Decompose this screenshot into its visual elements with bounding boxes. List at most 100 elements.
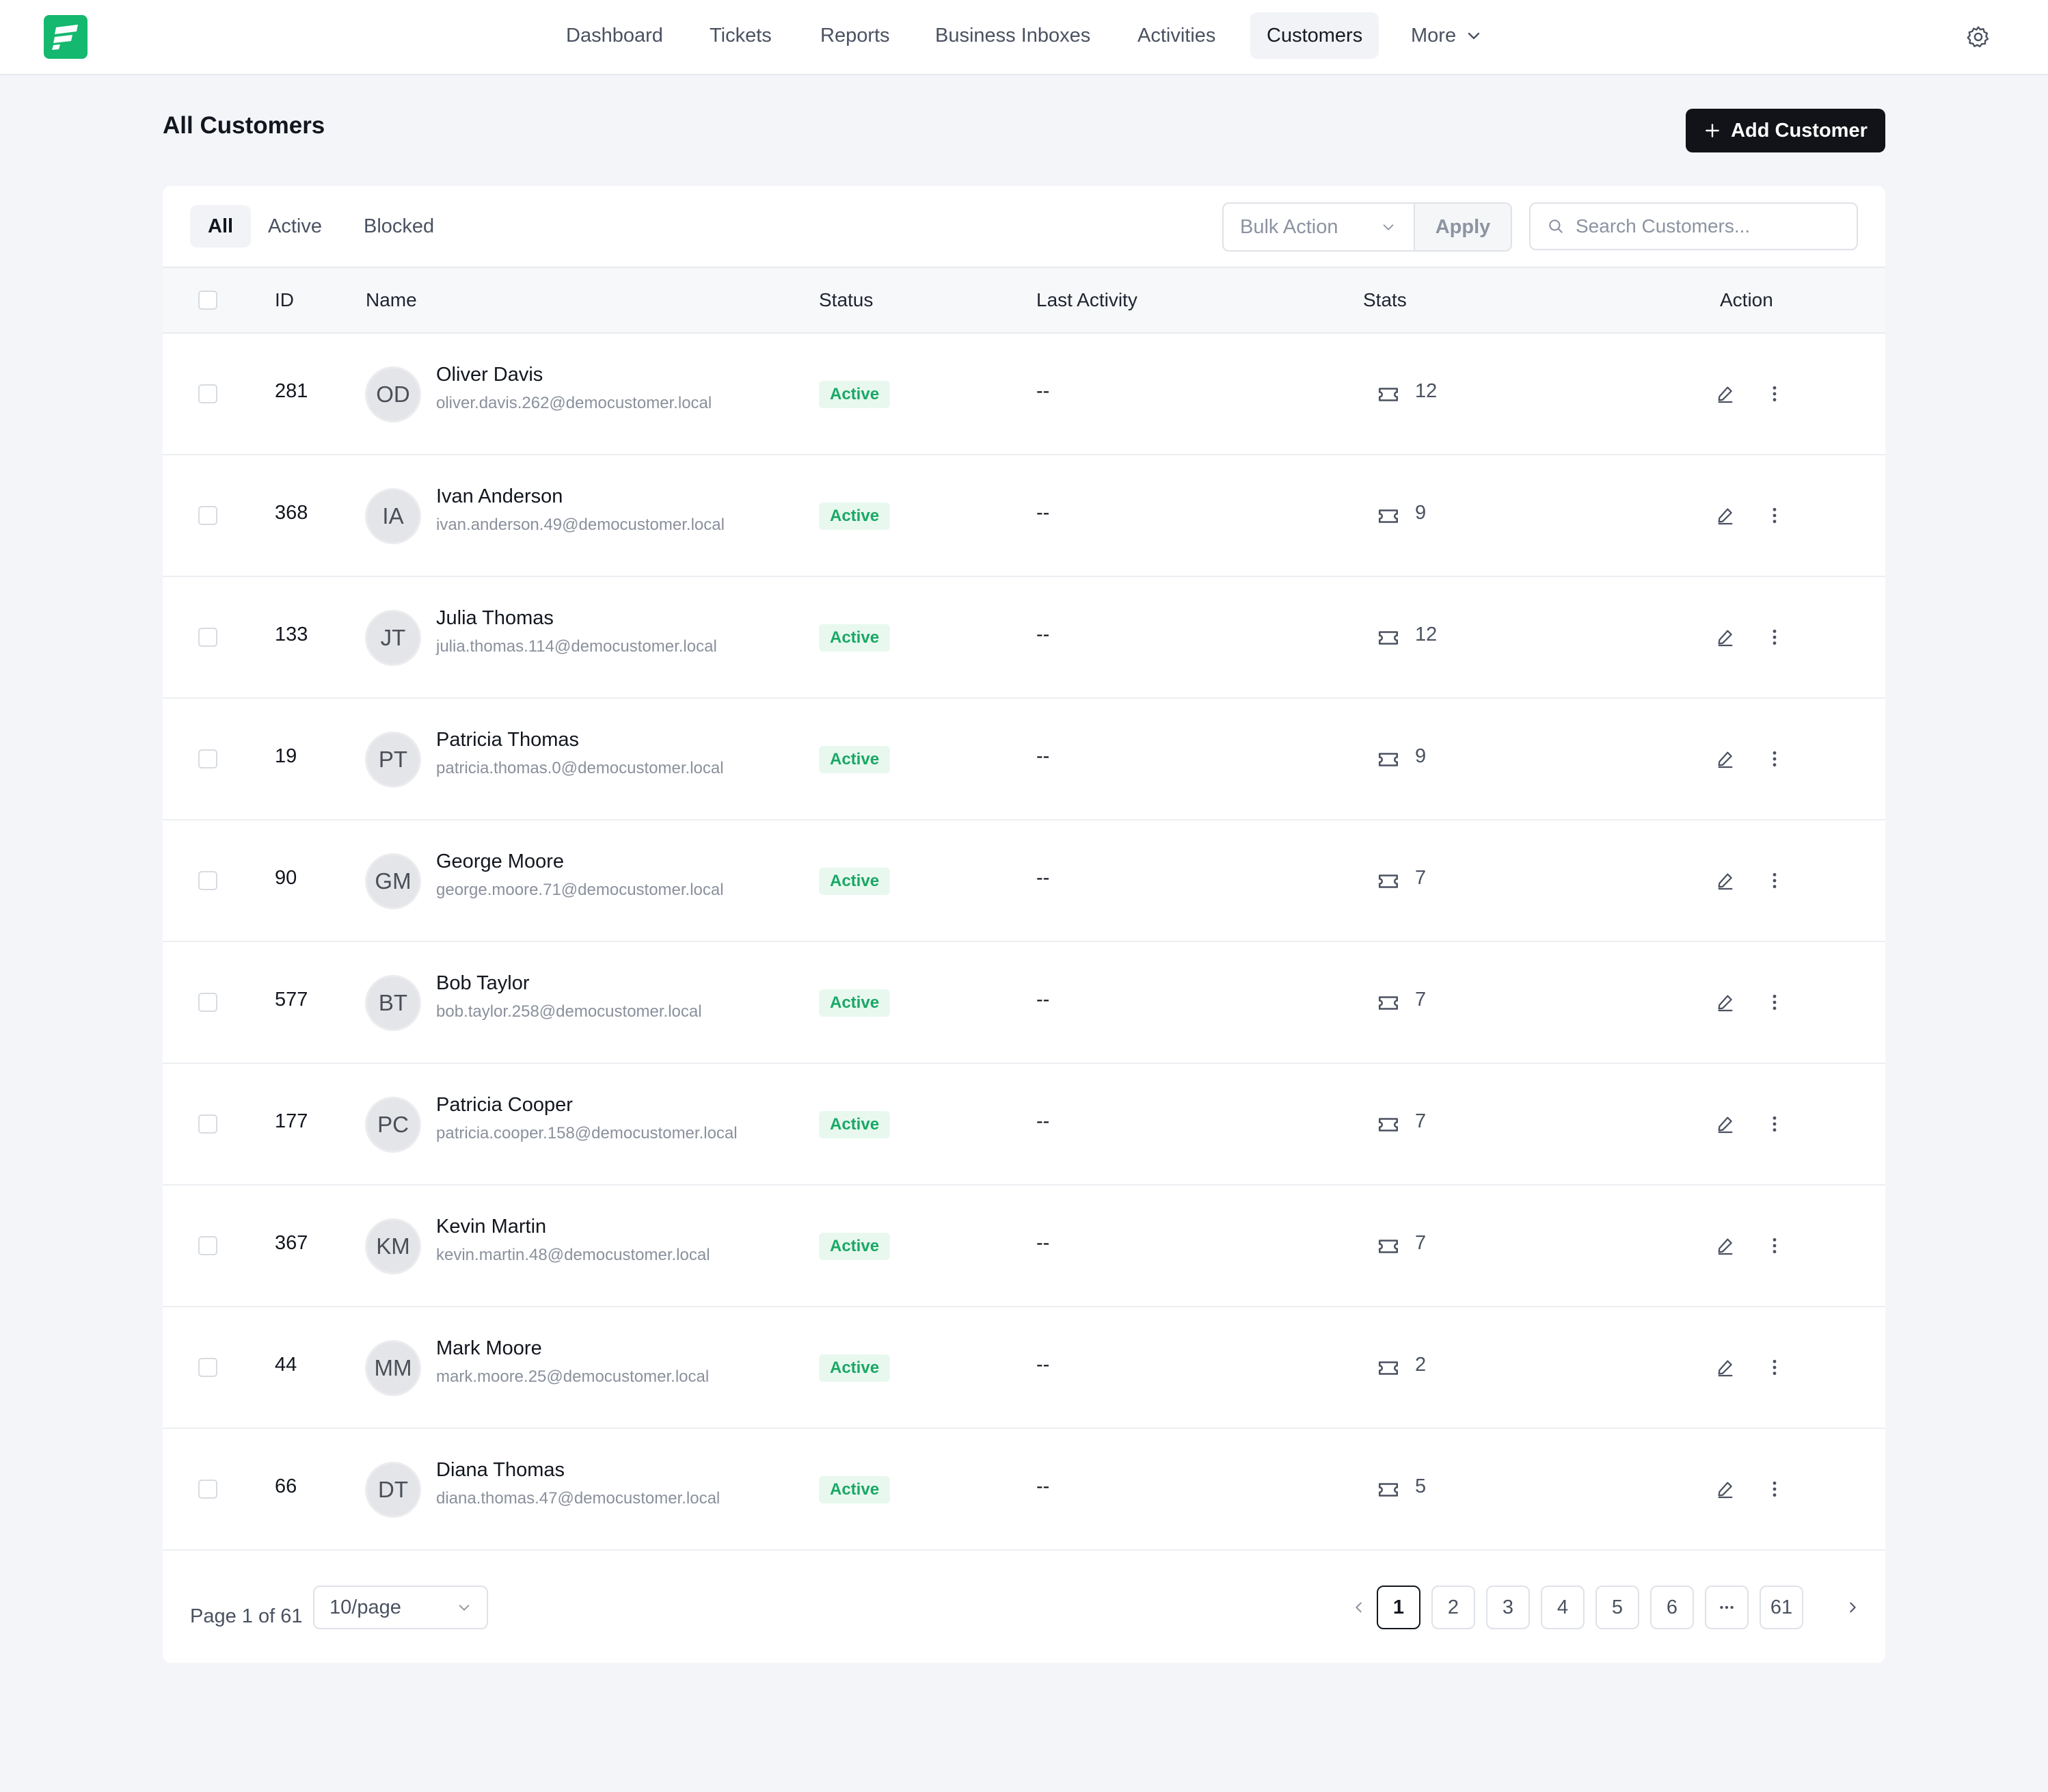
more-options-icon[interactable]	[1764, 1478, 1786, 1500]
customer-name[interactable]: Mark Moore	[436, 1337, 542, 1359]
nav-activities[interactable]: Activities	[1137, 25, 1216, 46]
page-button[interactable]: 4	[1541, 1586, 1585, 1629]
nav-reports[interactable]: Reports	[820, 25, 890, 46]
nav-dashboard[interactable]: Dashboard	[566, 25, 663, 46]
table-row[interactable]: 44 MM Mark Moore mark.moore.25@democustomer…	[163, 1307, 1885, 1429]
last-activity: --	[1036, 1232, 1050, 1254]
customer-id: 281	[275, 380, 308, 402]
edit-icon[interactable]	[1714, 870, 1736, 892]
row-checkbox[interactable]	[198, 871, 217, 890]
row-checkbox[interactable]	[198, 1114, 217, 1134]
row-checkbox[interactable]	[198, 384, 217, 403]
customer-id: 66	[275, 1475, 297, 1497]
row-checkbox[interactable]	[198, 1236, 217, 1255]
nav-customers[interactable]: Customers	[1250, 12, 1379, 59]
status-badge: Active	[819, 624, 891, 652]
more-options-icon[interactable]	[1764, 383, 1786, 405]
table-row[interactable]: 66 DT Diana Thomas diana.thomas.47@democust…	[163, 1429, 1885, 1551]
bulk-action-select[interactable]: Bulk Action	[1224, 204, 1415, 250]
customer-name[interactable]: Oliver Davis	[436, 364, 543, 386]
edit-icon[interactable]	[1714, 991, 1736, 1013]
customer-email: patricia.thomas.0@democustomer.local	[436, 759, 724, 777]
more-options-icon[interactable]	[1764, 991, 1786, 1013]
avatar: PT	[365, 732, 421, 788]
customer-name[interactable]: George Moore	[436, 851, 564, 872]
customer-name[interactable]: Patricia Thomas	[436, 729, 579, 751]
nav-business-inboxes[interactable]: Business Inboxes	[935, 25, 1091, 46]
edit-icon[interactable]	[1714, 383, 1736, 405]
table-row[interactable]: 577 BT Bob Taylor bob.taylor.258@democustom…	[163, 942, 1885, 1064]
customer-name[interactable]: Julia Thomas	[436, 607, 554, 629]
page-button[interactable]: 6	[1650, 1586, 1694, 1629]
page-button[interactable]: 1	[1377, 1586, 1420, 1629]
row-checkbox[interactable]	[198, 1358, 217, 1377]
filter-tab-all[interactable]: All	[190, 205, 252, 248]
page-button[interactable]: 3	[1486, 1586, 1530, 1629]
per-page-select[interactable]: 10/page	[313, 1586, 488, 1629]
customer-id: 577	[275, 989, 308, 1011]
status-badge: Active	[819, 1111, 891, 1138]
column-header-stats[interactable]: Stats	[1363, 289, 1407, 310]
customer-name[interactable]: Ivan Anderson	[436, 485, 563, 507]
table-row[interactable]: 281 OD Oliver Davis oliver.davis.262@democu…	[163, 334, 1885, 455]
more-options-icon[interactable]	[1764, 748, 1786, 770]
ticket-count: 5	[1415, 1475, 1427, 1497]
avatar: KM	[365, 1218, 421, 1274]
column-header-name[interactable]: Name	[366, 289, 417, 310]
pagination-ellipsis[interactable]	[1705, 1586, 1749, 1629]
select-all-checkbox[interactable]	[198, 291, 217, 310]
edit-icon[interactable]	[1714, 1356, 1736, 1378]
previous-page-button[interactable]	[1343, 1586, 1375, 1629]
next-page-button[interactable]	[1836, 1586, 1869, 1629]
row-checkbox[interactable]	[198, 628, 217, 647]
main-nav: Dashboard Tickets Reports Business Inbox…	[0, 12, 2048, 59]
search-input[interactable]	[1576, 215, 1849, 237]
chevron-left-icon	[1351, 1600, 1366, 1615]
edit-icon[interactable]	[1714, 1478, 1736, 1500]
nav-tickets[interactable]: Tickets	[710, 25, 772, 46]
row-checkbox[interactable]	[198, 506, 217, 525]
table-row[interactable]: 177 PC Patricia Cooper patricia.cooper.158@…	[163, 1064, 1885, 1186]
edit-icon[interactable]	[1714, 505, 1736, 526]
nav-more-menu[interactable]: More	[1394, 12, 1498, 59]
last-activity: --	[1036, 380, 1050, 402]
more-options-icon[interactable]	[1764, 1235, 1786, 1257]
column-header-status[interactable]: Status	[819, 289, 874, 310]
apply-button[interactable]: Apply	[1415, 204, 1511, 250]
column-header-id[interactable]: ID	[275, 289, 294, 310]
gear-icon[interactable]	[1966, 25, 1991, 49]
more-options-icon[interactable]	[1764, 870, 1786, 892]
more-options-icon[interactable]	[1764, 505, 1786, 526]
app-logo[interactable]	[44, 15, 87, 59]
row-checkbox[interactable]	[198, 1480, 217, 1499]
table-row[interactable]: 90 GM George Moore george.moore.71@democust…	[163, 820, 1885, 942]
edit-icon[interactable]	[1714, 748, 1736, 770]
filter-tab-active[interactable]: Active	[268, 215, 322, 237]
status-badge: Active	[819, 989, 891, 1017]
status-badge: Active	[819, 1354, 891, 1382]
more-options-icon[interactable]	[1764, 1113, 1786, 1135]
page-button[interactable]: 5	[1595, 1586, 1639, 1629]
column-header-last-activity[interactable]: Last Activity	[1036, 289, 1137, 310]
customer-name[interactable]: Kevin Martin	[436, 1216, 547, 1238]
more-options-icon[interactable]	[1764, 626, 1786, 648]
edit-icon[interactable]	[1714, 1113, 1736, 1135]
last-activity: --	[1036, 1110, 1050, 1132]
row-checkbox[interactable]	[198, 749, 217, 768]
row-checkbox[interactable]	[198, 993, 217, 1012]
table-row[interactable]: 133 JT Julia Thomas julia.thomas.114@democu…	[163, 577, 1885, 699]
edit-icon[interactable]	[1714, 1235, 1736, 1257]
table-row[interactable]: 367 KM Kevin Martin kevin.martin.48@democus…	[163, 1186, 1885, 1307]
search-icon	[1547, 217, 1565, 235]
customer-name[interactable]: Bob Taylor	[436, 972, 530, 994]
add-customer-button[interactable]: Add Customer	[1686, 109, 1885, 152]
table-row[interactable]: 368 IA Ivan Anderson ivan.anderson.49@democ…	[163, 455, 1885, 577]
table-row[interactable]: 19 PT Patricia Thomas patricia.thomas.0@dem…	[163, 699, 1885, 820]
filter-tab-blocked[interactable]: Blocked	[364, 215, 435, 237]
customer-name[interactable]: Diana Thomas	[436, 1459, 565, 1481]
edit-icon[interactable]	[1714, 626, 1736, 648]
page-button[interactable]: 2	[1431, 1586, 1475, 1629]
page-button[interactable]: 61	[1760, 1586, 1803, 1629]
customer-name[interactable]: Patricia Cooper	[436, 1094, 573, 1116]
more-options-icon[interactable]	[1764, 1356, 1786, 1378]
